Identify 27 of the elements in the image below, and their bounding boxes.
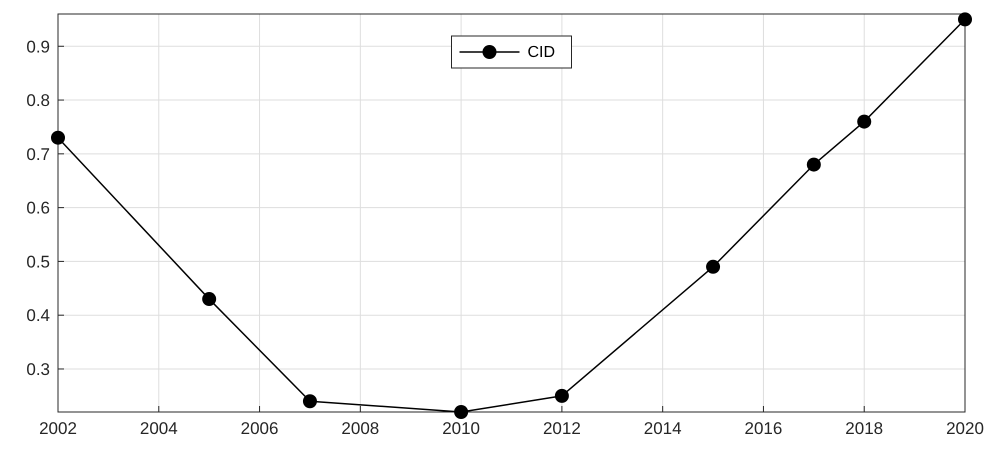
y-tick-label: 0.6 — [26, 198, 50, 218]
x-tick-label: 2018 — [845, 419, 884, 438]
point — [202, 292, 216, 306]
point — [706, 260, 720, 274]
x-tick-label: 2012 — [542, 419, 581, 438]
legend-label: CID — [528, 44, 556, 61]
y-tick-label: 0.9 — [26, 37, 50, 56]
x-tick-label: 2020 — [946, 419, 984, 438]
point — [454, 405, 468, 419]
x-tick-label: 2002 — [39, 419, 77, 438]
x-tick-label: 2008 — [341, 419, 380, 438]
point — [302, 394, 317, 408]
y-tick-label: 0.5 — [26, 252, 50, 272]
y-tick-label: 0.8 — [26, 91, 50, 110]
point — [958, 12, 972, 26]
x-tick-label: 2004 — [140, 419, 178, 438]
x-tick-label: 2010 — [442, 419, 480, 438]
y-tick-label: 0.4 — [26, 306, 50, 326]
point — [554, 388, 569, 403]
x-tick-label: 2016 — [744, 419, 782, 438]
point — [806, 158, 821, 172]
x-tick-label: 2006 — [240, 419, 278, 438]
y-tick-label: 0.7 — [26, 144, 50, 164]
x-tick-label: 2014 — [644, 419, 682, 438]
point — [51, 130, 65, 145]
point — [857, 114, 872, 129]
y-tick-label: 0.3 — [26, 360, 50, 379]
